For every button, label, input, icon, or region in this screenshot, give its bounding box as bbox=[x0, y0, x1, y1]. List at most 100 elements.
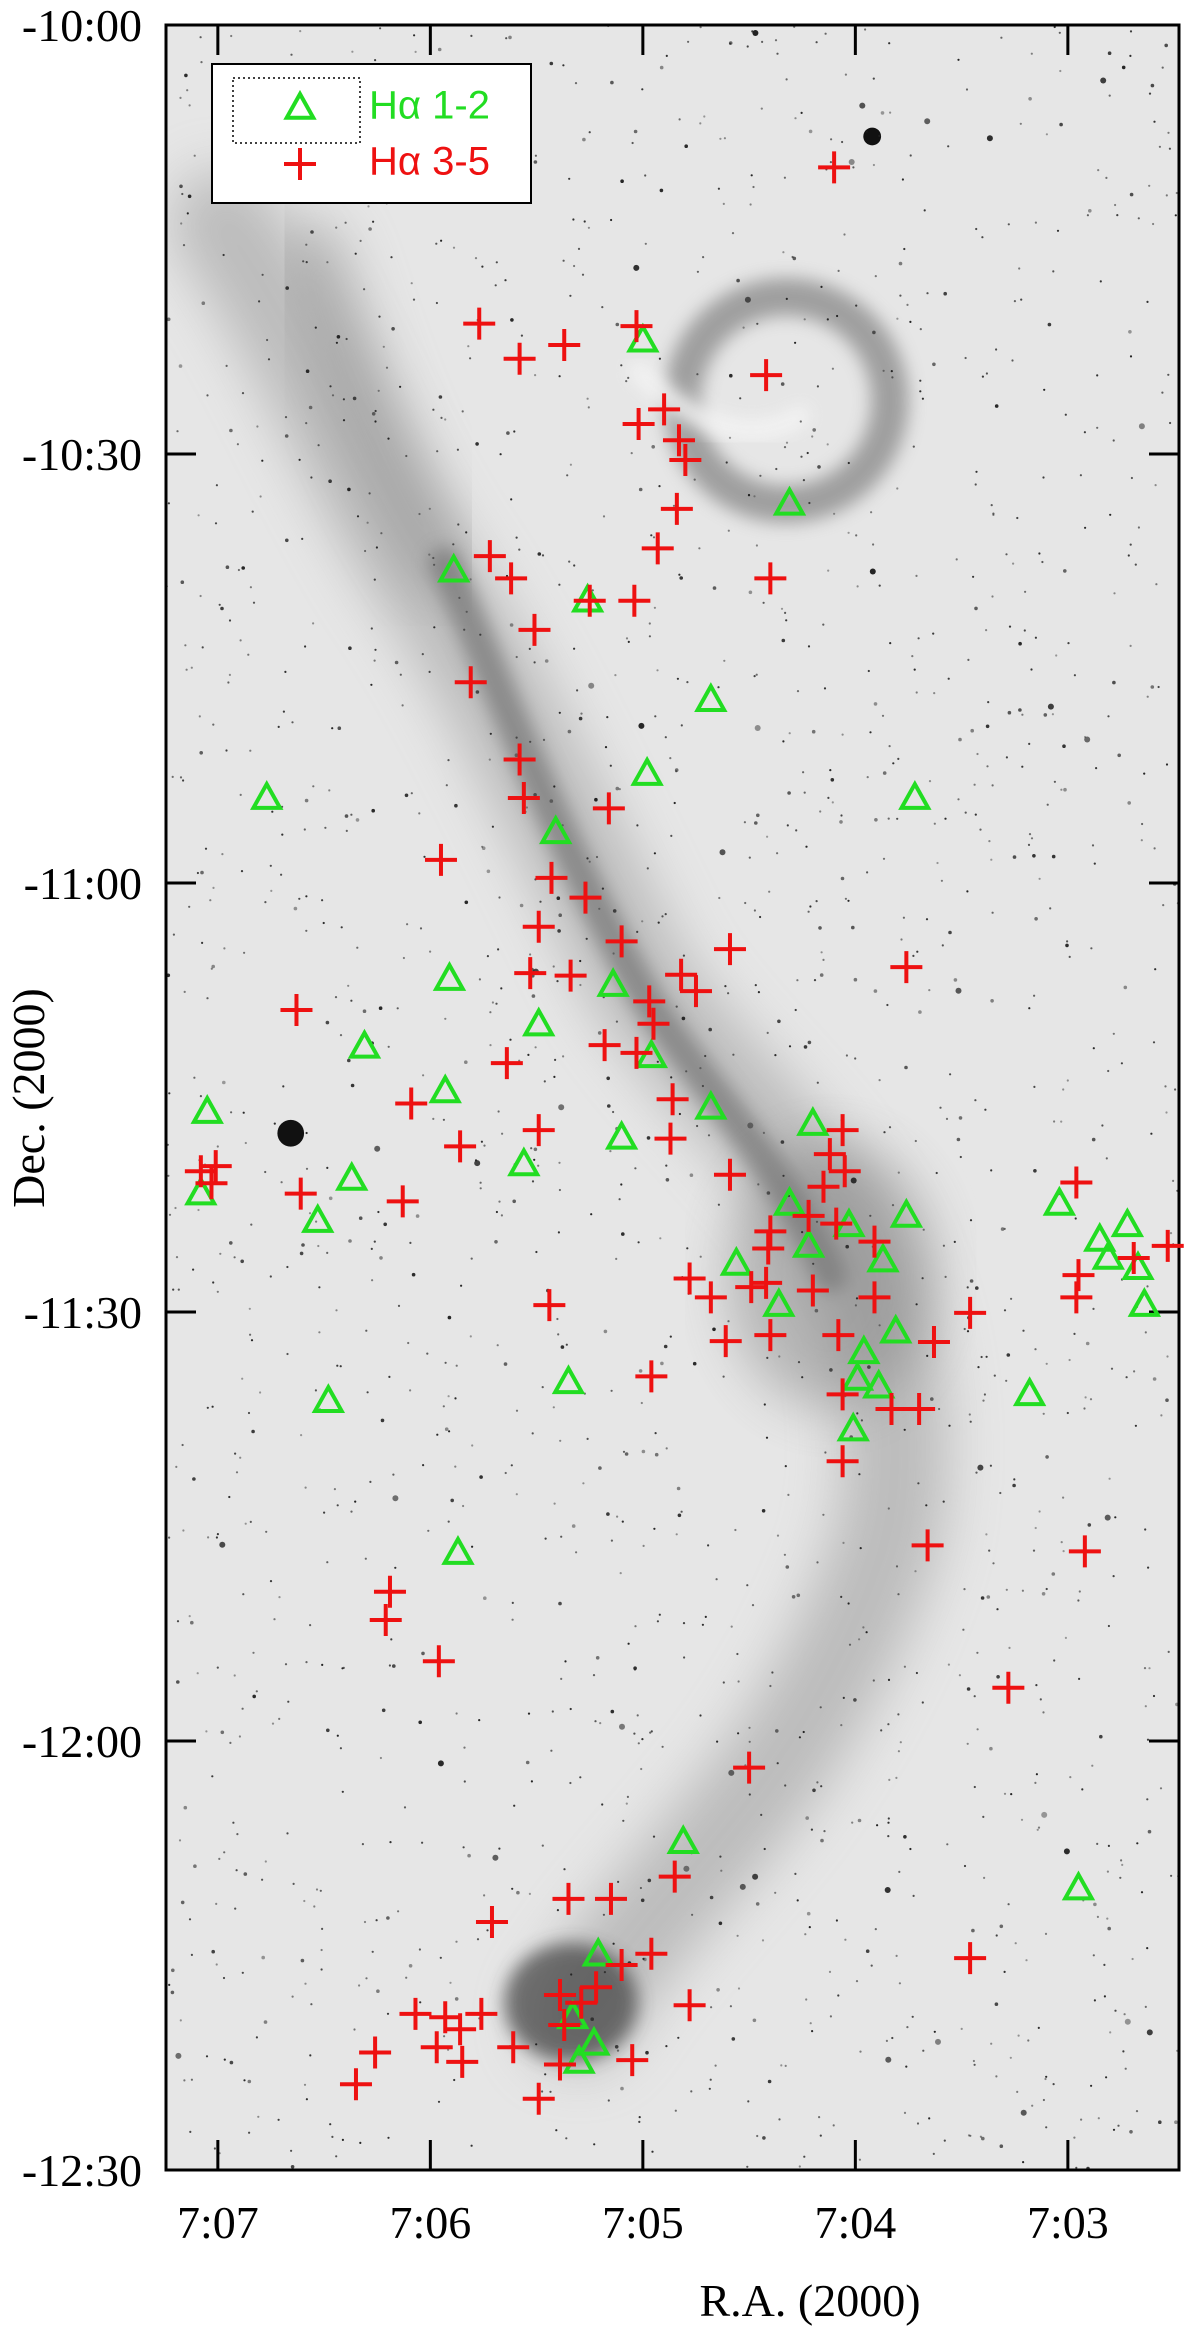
star bbox=[852, 166, 855, 169]
star bbox=[1169, 1232, 1173, 1235]
star bbox=[799, 420, 802, 423]
star bbox=[219, 1541, 226, 1548]
star bbox=[368, 492, 371, 495]
star bbox=[190, 2078, 193, 2081]
star bbox=[943, 291, 947, 296]
star bbox=[677, 2036, 680, 2039]
star bbox=[975, 227, 978, 231]
star bbox=[915, 1303, 918, 1306]
star bbox=[756, 813, 760, 818]
star bbox=[1062, 1550, 1065, 1553]
star bbox=[178, 364, 183, 368]
star bbox=[836, 314, 839, 318]
star bbox=[766, 1356, 769, 1359]
star bbox=[579, 1776, 582, 1779]
star bbox=[481, 265, 484, 268]
star bbox=[407, 1341, 410, 1345]
star bbox=[319, 1889, 322, 1892]
star bbox=[718, 896, 721, 900]
star bbox=[716, 1988, 720, 1992]
star bbox=[362, 1009, 367, 1013]
star bbox=[922, 1228, 925, 1231]
star bbox=[678, 573, 681, 576]
star bbox=[182, 779, 185, 782]
star bbox=[320, 1948, 323, 1952]
star bbox=[1091, 1764, 1094, 1767]
star bbox=[1144, 1331, 1147, 1334]
star bbox=[556, 1317, 559, 1321]
star bbox=[562, 1055, 565, 1058]
star bbox=[664, 736, 667, 739]
star bbox=[305, 422, 308, 425]
star bbox=[212, 1281, 215, 1284]
scatter-point bbox=[847, 1334, 881, 1365]
star bbox=[471, 1545, 474, 1548]
star bbox=[511, 1601, 514, 1604]
star bbox=[508, 35, 512, 40]
star bbox=[437, 47, 442, 52]
star bbox=[827, 796, 830, 800]
star bbox=[1010, 1297, 1013, 1300]
star bbox=[812, 428, 816, 432]
star bbox=[506, 431, 510, 435]
star bbox=[602, 515, 606, 518]
star bbox=[898, 1982, 902, 1985]
star bbox=[785, 1565, 790, 1569]
star bbox=[433, 563, 436, 566]
star bbox=[1007, 1903, 1010, 1906]
star bbox=[345, 337, 348, 341]
star bbox=[690, 2090, 693, 2093]
star bbox=[329, 2123, 332, 2126]
star bbox=[170, 1990, 175, 1995]
scatter-point bbox=[752, 1232, 785, 1265]
star bbox=[269, 1275, 272, 1278]
scatter-point bbox=[694, 1089, 728, 1120]
star bbox=[891, 1204, 895, 1207]
star bbox=[646, 867, 649, 870]
star bbox=[1129, 2130, 1133, 2134]
star bbox=[897, 1713, 900, 1716]
star bbox=[610, 1709, 615, 1714]
star bbox=[594, 797, 598, 802]
star bbox=[408, 1964, 413, 1968]
star bbox=[995, 2075, 998, 2078]
star bbox=[556, 1909, 560, 1912]
star bbox=[178, 1839, 182, 1842]
star bbox=[455, 1712, 458, 1715]
star bbox=[699, 1067, 702, 1070]
star bbox=[560, 1677, 563, 1680]
star bbox=[269, 1580, 273, 1583]
star bbox=[820, 1785, 823, 1788]
star bbox=[1150, 83, 1155, 88]
star bbox=[1024, 590, 1027, 593]
star bbox=[250, 1339, 254, 1342]
star bbox=[661, 1745, 664, 1748]
star bbox=[367, 205, 370, 208]
star bbox=[575, 1551, 578, 1554]
star bbox=[842, 1696, 845, 1699]
star bbox=[985, 724, 990, 729]
star bbox=[486, 869, 491, 874]
scatter-point bbox=[879, 1313, 913, 1344]
star bbox=[193, 154, 196, 157]
star bbox=[1103, 1963, 1106, 1966]
star bbox=[819, 1706, 822, 1709]
star bbox=[461, 410, 464, 413]
star bbox=[249, 1333, 252, 1336]
star bbox=[917, 1482, 920, 1485]
star bbox=[359, 239, 362, 242]
star bbox=[1044, 2077, 1047, 2081]
star bbox=[1038, 1510, 1041, 1513]
star bbox=[966, 890, 969, 893]
star bbox=[739, 397, 742, 400]
star bbox=[986, 135, 993, 142]
star bbox=[442, 1118, 445, 1121]
star bbox=[979, 828, 982, 831]
star bbox=[190, 1620, 194, 1625]
star bbox=[818, 926, 822, 930]
star bbox=[428, 670, 431, 674]
star bbox=[699, 26, 702, 29]
star bbox=[366, 1391, 369, 1394]
star bbox=[796, 979, 799, 982]
star bbox=[853, 977, 858, 982]
